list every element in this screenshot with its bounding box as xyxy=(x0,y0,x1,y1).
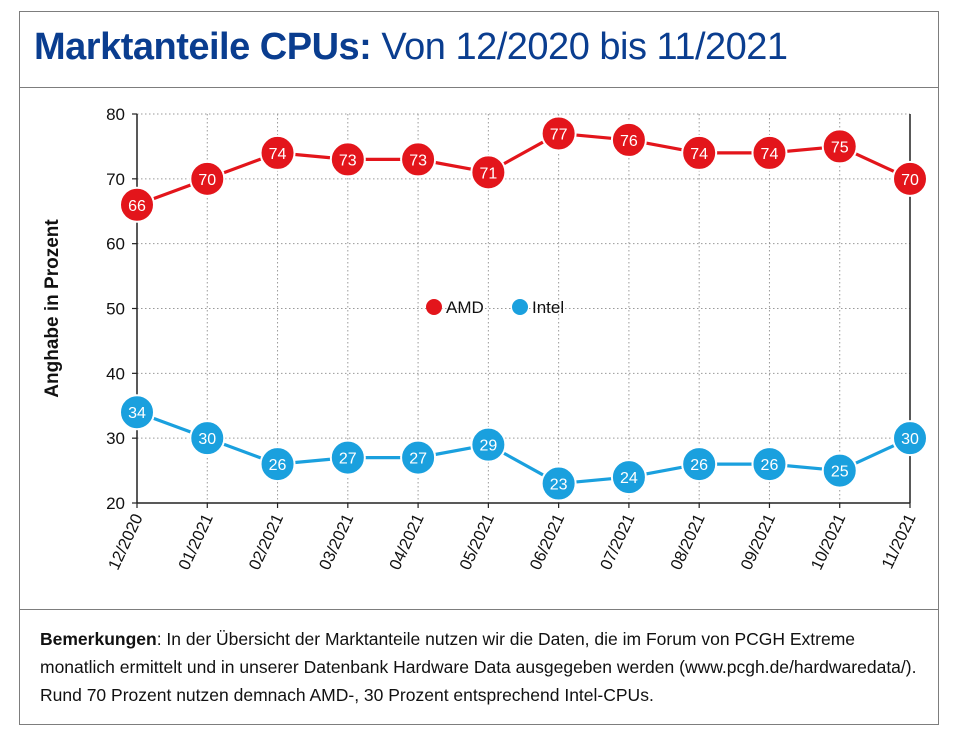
y-tick-label: 70 xyxy=(106,170,125,189)
x-tick-label: 06/2021 xyxy=(527,511,569,573)
x-tick-label: 01/2021 xyxy=(175,511,217,573)
amd-point xyxy=(681,134,718,171)
chart-title-bold: Marktanteile CPUs: xyxy=(34,26,372,68)
amd-data-label: 75 xyxy=(831,139,849,156)
x-tick-label: 08/2021 xyxy=(667,511,709,573)
intel-point xyxy=(400,439,437,476)
x-tick-label: 05/2021 xyxy=(456,511,498,573)
amd-point xyxy=(189,160,226,197)
amd-data-label: 73 xyxy=(409,152,427,169)
x-tick-label: 03/2021 xyxy=(316,511,358,573)
amd-point xyxy=(259,134,296,171)
intel-point xyxy=(610,459,647,496)
amd-data-label: 74 xyxy=(690,146,708,163)
amd-line xyxy=(136,131,911,207)
y-tick-label: 50 xyxy=(106,300,125,319)
amd-point xyxy=(821,128,858,165)
legend-marker-amd xyxy=(426,299,442,315)
intel-point xyxy=(470,426,507,463)
x-tick-label: 07/2021 xyxy=(597,511,639,573)
intel-point xyxy=(259,446,296,483)
amd-data-label: 74 xyxy=(761,146,779,163)
intel-data-label: 26 xyxy=(269,457,287,474)
intel-data-label: 26 xyxy=(690,457,708,474)
footer-notes: Bemerkungen: In der Übersicht der Markta… xyxy=(20,609,938,724)
amd-point xyxy=(540,115,577,152)
intel-data-label: 23 xyxy=(550,477,568,494)
intel-data-label: 24 xyxy=(620,470,638,487)
amd-data-label: 76 xyxy=(620,133,638,150)
x-tick-label: 11/2021 xyxy=(879,511,920,572)
title-bar: Marktanteile CPUs: Von 12/2020 bis 11/20… xyxy=(20,12,938,88)
x-tick-label: 09/2021 xyxy=(738,511,780,573)
series-layer: 66 70 74 73 73 71 77 76 74 74 75 70 34 30 26 27 27 29 23 24… xyxy=(119,115,928,502)
x-tick-label: 04/2021 xyxy=(386,511,428,573)
intel-point xyxy=(892,420,928,457)
amd-data-label: 66 xyxy=(128,198,146,215)
amd-point xyxy=(470,154,507,191)
intel-data-label: 30 xyxy=(901,431,919,448)
chart-title-rest: Von 12/2020 bis 11/2021 xyxy=(381,26,788,68)
amd-data-label: 73 xyxy=(339,152,357,169)
intel-data-label: 27 xyxy=(339,451,357,468)
intel-point xyxy=(119,394,155,431)
amd-data-label: 77 xyxy=(550,126,568,143)
chart-title: Marktanteile CPUs: Von 12/2020 bis 11/20… xyxy=(34,26,788,69)
intel-point xyxy=(189,420,226,457)
x-tick-label: 02/2021 xyxy=(246,511,288,573)
amd-data-label: 70 xyxy=(901,172,919,189)
intel-point xyxy=(681,446,718,483)
amd-point xyxy=(892,160,928,197)
amd-data-label: 71 xyxy=(479,165,497,182)
amd-point xyxy=(119,186,155,223)
y-tick-label: 60 xyxy=(106,235,125,254)
intel-point xyxy=(751,446,788,483)
chart-frame: Marktanteile CPUs: Von 12/2020 bis 11/20… xyxy=(19,11,939,725)
x-tick-label: 10/2021 xyxy=(808,511,850,573)
amd-point xyxy=(400,141,437,178)
intel-data-label: 26 xyxy=(761,457,779,474)
y-tick-label: 40 xyxy=(106,364,125,383)
intel-data-label: 29 xyxy=(479,438,497,455)
y-axis-label: Anghabe in Prozent xyxy=(42,219,63,398)
footer-label: Bemerkungen xyxy=(40,629,157,649)
intel-point xyxy=(329,439,366,476)
footer-text: Bemerkungen: In der Übersicht der Markta… xyxy=(40,625,920,709)
intel-data-label: 34 xyxy=(128,405,146,422)
footer-body: : In der Übersicht der Marktanteile nutz… xyxy=(40,629,917,705)
y-tick-label: 20 xyxy=(106,494,125,513)
intel-data-label: 27 xyxy=(409,451,427,468)
y-tick-label: 80 xyxy=(106,105,125,124)
legend-marker-intel xyxy=(512,299,528,315)
x-tick-label: 12/2020 xyxy=(105,511,147,573)
intel-data-label: 30 xyxy=(198,431,216,448)
amd-point xyxy=(751,134,788,171)
intel-data-label: 25 xyxy=(831,464,849,481)
legend-layer: AMD Intel xyxy=(426,298,564,317)
amd-data-label: 70 xyxy=(198,172,216,189)
amd-point xyxy=(610,121,647,158)
legend-label-amd: AMD xyxy=(446,298,484,317)
intel-point xyxy=(540,465,577,502)
y-tick-label: 30 xyxy=(106,429,125,448)
amd-data-label: 74 xyxy=(269,146,287,163)
amd-point xyxy=(329,141,366,178)
legend-label-intel: Intel xyxy=(532,298,564,317)
intel-point xyxy=(821,452,858,489)
intel-line xyxy=(136,410,911,486)
